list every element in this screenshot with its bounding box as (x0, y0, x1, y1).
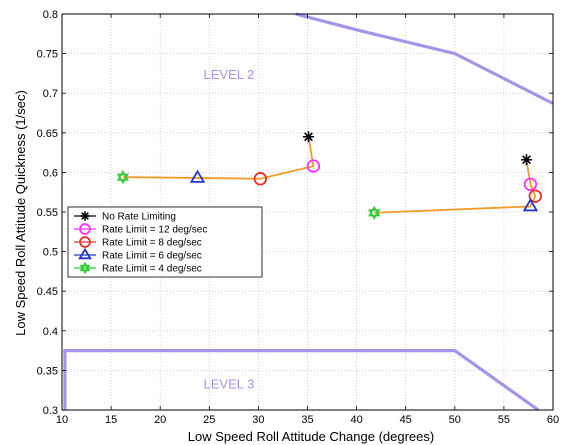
x-axis-label: Low Speed Roll Attitude Change (degrees) (188, 429, 434, 444)
y-tick-label: 0.75 (37, 49, 58, 61)
axes: 10 15 20 25 30 35 40 45 50 55 60 0.3 0.35 0.4 0.45 0.5 0… (37, 9, 560, 426)
series-line-1 (122, 136, 315, 180)
series-line-2 (374, 159, 537, 214)
legend-label: Rate Limit = 12 deg/sec (102, 225, 207, 236)
legend-label: Rate Limit = 6 deg/sec (102, 251, 202, 262)
asterisk-stroke (304, 132, 313, 142)
data-point-circle-12 (523, 177, 538, 191)
data-point-asterisk (520, 154, 532, 166)
asterisk-stroke (81, 212, 89, 220)
x-tick-label: 55 (498, 414, 510, 426)
hexagram-tri-up (79, 261, 91, 272)
legend-entry: No Rate Limiting (74, 211, 176, 223)
legend-label: Rate Limit = 4 deg/sec (102, 264, 202, 275)
data-point-hexagram (368, 205, 381, 220)
region-labels: LEVEL 2 LEVEL 3 (204, 67, 255, 392)
hexagram-tri-down (79, 264, 91, 275)
plot-frame (61, 13, 554, 411)
legend-box (67, 206, 263, 278)
y-tick-label: 0.5 (43, 247, 58, 259)
x-tick-label: 30 (252, 414, 264, 426)
y-tick-label: 0.8 (43, 9, 58, 21)
y-tick-label: 0.4 (43, 326, 58, 338)
legend-marker-circle-12 (79, 223, 91, 235)
data-point-triangle (522, 198, 539, 212)
x-tick-label: 45 (400, 414, 412, 426)
region-label-1: LEVEL 2 (204, 67, 255, 82)
hexagram-tri-down (116, 173, 130, 185)
x-tick-label: 60 (547, 414, 559, 426)
y-tick-label: 0.7 (43, 88, 58, 100)
data-series (116, 131, 543, 220)
legend-marker-hexagram (79, 261, 91, 275)
data-point-asterisk (302, 131, 314, 143)
legend-entry: Rate Limit = 12 deg/sec (74, 223, 207, 236)
x-tick-label: 10 (56, 414, 68, 426)
legend: No Rate Limiting Rate Limit = 12 deg/sec R… (67, 206, 263, 278)
x-tick-label: 50 (449, 414, 461, 426)
data-point-circle-12 (306, 159, 321, 173)
level-boundary-1 (295, 12, 554, 105)
hexagram-tri-up (368, 205, 381, 217)
y-tick-label: 0.6 (43, 167, 58, 179)
y-tick-label: 0.65 (37, 128, 58, 140)
y-tick-label: 0.35 (37, 365, 58, 377)
legend-marker-asterisk (80, 211, 90, 221)
data-point-hexagram (116, 170, 130, 185)
y-axis-label: Low Speed Roll Attitude Quickness (1/sec… (13, 90, 28, 336)
legend-entry: Rate Limit = 4 deg/sec (74, 261, 202, 275)
legend-marker-circle-8 (79, 236, 91, 248)
x-tick-label: 25 (203, 414, 215, 426)
hexagram-tri-down (368, 209, 381, 220)
y-tick-label: 0.3 (43, 405, 58, 417)
asterisk-stroke (522, 155, 531, 165)
y-tick-label: 0.55 (37, 207, 58, 219)
data-point-circle-8 (253, 172, 268, 186)
level-boundaries (63, 12, 554, 412)
y-tick-label: 0.45 (37, 286, 58, 298)
x-tick-label: 15 (105, 414, 117, 426)
level-boundary-2 (63, 349, 540, 412)
x-tick-label: 35 (301, 414, 313, 426)
legend-label: No Rate Limiting (102, 212, 176, 223)
legend-entry: Rate Limit = 6 deg/sec (74, 247, 202, 262)
x-tick-label: 40 (350, 414, 362, 426)
x-tick-label: 20 (154, 414, 166, 426)
hexagram-tri-up (116, 170, 130, 181)
legend-marker-triangle (78, 247, 92, 260)
data-point-circle-8 (528, 189, 543, 203)
legend-entry: Rate Limit = 8 deg/sec (74, 236, 202, 249)
data-point-triangle (189, 169, 206, 183)
region-label-2: LEVEL 3 (204, 377, 255, 392)
legend-label: Rate Limit = 8 deg/sec (102, 238, 202, 249)
